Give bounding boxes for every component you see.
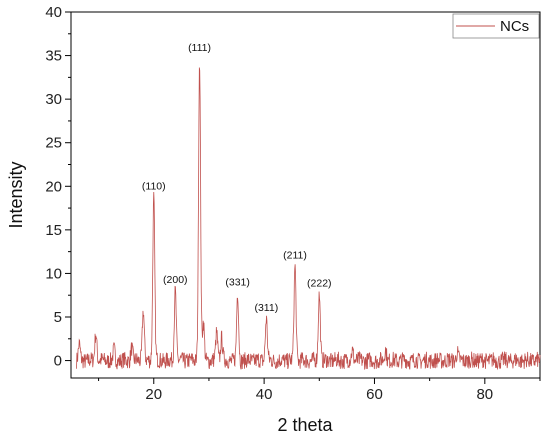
y-axis-title: Intensity bbox=[6, 161, 26, 228]
x-tick-label: 20 bbox=[145, 386, 162, 403]
series-line-ncs bbox=[76, 67, 541, 371]
legend: NCs bbox=[452, 13, 540, 39]
peak-label: (222) bbox=[307, 277, 332, 289]
y-tick-label: 30 bbox=[45, 91, 62, 108]
y-tick-label: 40 bbox=[45, 4, 62, 21]
plot-frame bbox=[70, 11, 541, 379]
peak-label: (331) bbox=[225, 277, 250, 289]
peak-label: (200) bbox=[163, 274, 188, 286]
x-tick-label: 60 bbox=[366, 386, 383, 403]
legend-label-ncs: NCs bbox=[500, 18, 529, 35]
y-tick-label: 0 bbox=[54, 353, 62, 370]
x-axis-title: 2 theta bbox=[277, 415, 333, 435]
peak-annotations: (110) (200) (111) (331) (311) (211) (222) bbox=[142, 42, 332, 314]
x-axis-ticks: 20 40 60 80 bbox=[98, 378, 541, 403]
y-tick-label: 10 bbox=[45, 265, 62, 282]
y-tick-label: 15 bbox=[45, 222, 62, 239]
y-tick-label: 35 bbox=[45, 48, 62, 65]
y-axis-ticks: 0 5 10 15 20 25 30 35 40 bbox=[45, 4, 71, 370]
y-tick-label: 20 bbox=[45, 178, 62, 195]
peak-label: (110) bbox=[142, 181, 166, 193]
peak-label: (211) bbox=[283, 250, 307, 262]
y-tick-label: 5 bbox=[54, 309, 62, 326]
x-tick-label: 80 bbox=[476, 386, 493, 403]
peak-label: (311) bbox=[254, 302, 278, 314]
x-tick-label: 40 bbox=[256, 386, 273, 403]
peak-label: (111) bbox=[188, 42, 211, 54]
y-tick-label: 25 bbox=[45, 135, 62, 152]
